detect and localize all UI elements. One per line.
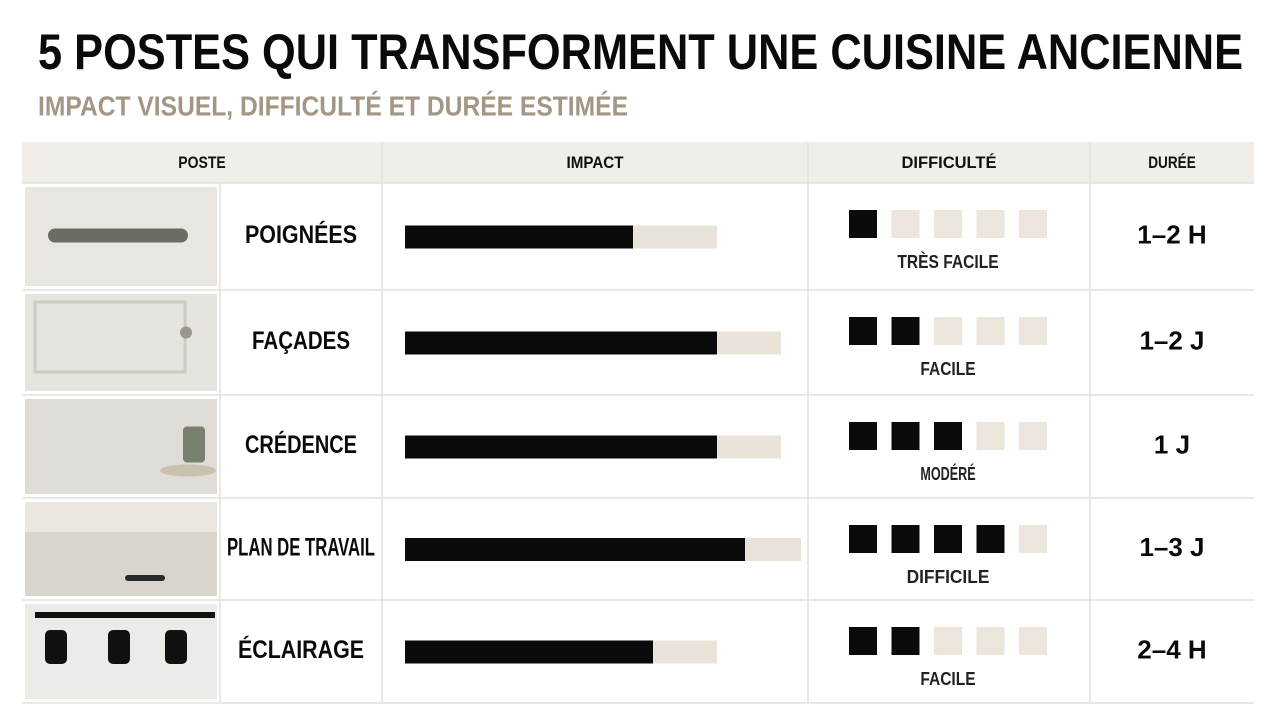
column-header: DIFFICULTÉ [902,153,997,172]
difficulty-square [849,525,877,553]
difficulty-square [976,422,1005,450]
difficulty-square [1019,627,1047,655]
column-header: IMPACT [567,153,625,172]
difficulty-label: FACILE [920,669,975,689]
poste-name: CRÉDENCE [245,430,357,459]
duration: 1–3 J [1139,532,1204,562]
difficulty-label: TRÈS FACILE [897,251,998,272]
difficulty-square [1019,525,1047,553]
handle [48,228,188,243]
impact-bar [405,331,717,355]
difficulty-square [849,317,877,345]
column-header: POSTE [178,153,226,172]
drawer-handle [125,575,165,581]
spot [45,630,67,664]
difficulty-square [976,210,1005,238]
difficulty-square [976,525,1005,553]
difficulty-square [1019,422,1047,450]
plate [160,464,216,477]
track [35,612,215,618]
poste-name: FAÇADES [252,327,350,355]
impact-bar [405,538,745,561]
difficulty-square [849,627,877,655]
difficulty-square [891,422,920,450]
difficulty-square [849,210,877,238]
difficulty-square [934,317,962,345]
duration: 1–2 J [1139,325,1204,355]
difficulty-square [891,525,920,553]
difficulty-label: MODÉRÉ [920,463,975,484]
difficulty-square [934,210,962,238]
difficulty-square [976,317,1005,345]
difficulty-square [1019,317,1047,345]
difficulty-square [891,317,920,345]
duration: 1–2 H [1137,219,1206,249]
difficulty-square [976,627,1005,655]
difficulty-square [891,210,920,238]
impact-bar [405,640,653,664]
poste-name: ÉCLAIRAGE [238,635,364,664]
impact-bar [405,435,717,459]
difficulty-square [934,627,962,655]
spot [108,630,130,664]
difficulty-square [934,525,962,553]
duration: 1 J [1154,429,1190,459]
knob [180,326,192,339]
poste-name: POIGNÉES [245,220,357,249]
impact-bar [405,225,633,249]
counter [25,502,217,532]
difficulty-square [1019,210,1047,238]
difficulty-square [891,627,920,655]
thumbnail [25,294,217,391]
bottle [183,426,205,463]
spot [165,630,187,664]
header-bg [22,142,1254,183]
duration: 2–4 H [1137,634,1206,664]
column-header: DURÉE [1148,153,1196,172]
difficulty-square [849,422,877,450]
difficulty-square [934,422,962,450]
subtitle: IMPACT VISUEL, DIFFICULTÉ ET DURÉE ESTIM… [38,90,628,121]
poste-name: PLAN DE TRAVAIL [227,534,375,562]
title: 5 POSTES QUI TRANSFORMENT UNE CUISINE AN… [38,24,1243,80]
difficulty-label: FACILE [920,359,975,379]
difficulty-label: DIFFICILE [907,567,990,587]
